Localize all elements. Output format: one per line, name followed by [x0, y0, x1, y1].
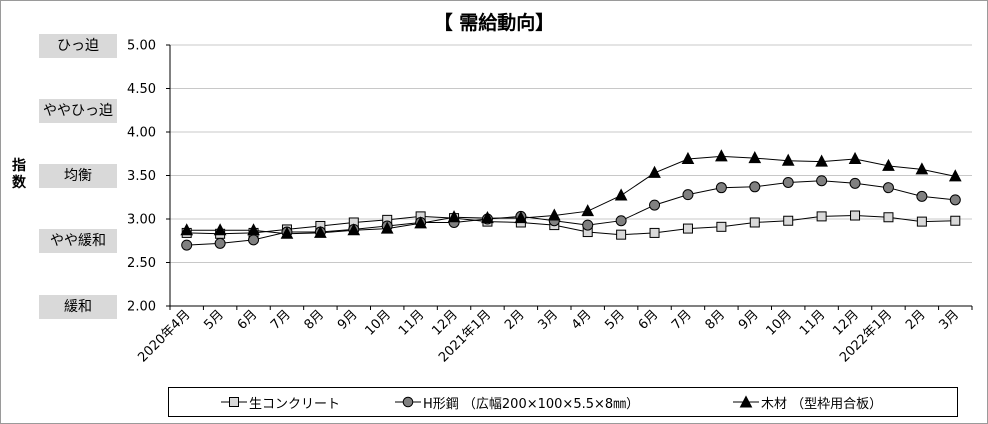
y-tick-label: 2.00: [127, 300, 156, 315]
circle-marker-icon: [395, 396, 421, 408]
level-label-balanced: 均衡: [39, 164, 117, 188]
data-point-triangle: [715, 149, 728, 162]
data-point-circle: [849, 177, 861, 189]
x-tick-label: 2020年4月: [135, 307, 193, 365]
x-tick-label: 5月: [201, 307, 227, 333]
x-tick-label: 10月: [363, 307, 394, 338]
x-tick-label: 6月: [636, 307, 662, 333]
data-point-triangle: [948, 169, 962, 182]
data-point-circle: [181, 239, 193, 251]
data-point-triangle: [614, 188, 628, 201]
y-tick-label: 3.50: [127, 169, 156, 184]
data-point-circle: [949, 194, 961, 206]
data-point-circle: [615, 215, 627, 227]
data-point-square: [783, 215, 794, 226]
data-point-square: [883, 212, 894, 223]
data-point-square: [749, 217, 760, 228]
data-point-circle: [682, 189, 694, 201]
chart-legend: 生コンクリート H形鋼 （広幅200×100×5.5×8㎜） 木材 （型枠用合板…: [168, 387, 958, 417]
y-tick-label: 4.00: [127, 126, 156, 141]
data-point-circle: [749, 181, 761, 193]
data-point-triangle: [414, 216, 427, 229]
y-tick-label: 5.00: [127, 39, 156, 54]
x-tick-label: 2月: [502, 307, 528, 333]
data-point-triangle: [481, 211, 494, 224]
data-point-triangle: [581, 204, 595, 217]
data-point-circle: [214, 237, 226, 249]
data-point-circle: [582, 219, 594, 231]
triangle-marker-icon: [733, 395, 759, 408]
data-point-square: [649, 227, 660, 238]
data-point-triangle: [748, 151, 762, 164]
data-point-circle: [916, 190, 928, 202]
data-point-triangle: [514, 211, 528, 224]
legend-item-h-beam: H形鋼 （広幅200×100×5.5×8㎜）: [395, 388, 639, 416]
legend-label-concrete: 生コンクリート: [249, 396, 341, 412]
data-point-triangle: [848, 151, 862, 164]
level-label-slightly-loose: やや緩和: [39, 229, 117, 253]
data-point-triangle: [347, 223, 361, 236]
data-point-triangle: [915, 162, 929, 175]
square-marker-icon: [221, 397, 247, 407]
level-label-slightly-tight: ややひっ迫: [39, 99, 117, 123]
data-point-square: [616, 229, 627, 240]
x-tick-label: 8月: [703, 307, 729, 333]
data-point-circle: [782, 176, 794, 188]
y-axis-label: 指数: [12, 158, 26, 191]
data-point-triangle: [815, 154, 828, 167]
legend-item-timber: 木材 （型枠用合板）: [733, 388, 882, 416]
data-point-square: [850, 210, 861, 221]
legend-item-concrete: 生コンクリート: [221, 388, 340, 416]
legend-label-timber: 木材 （型枠用合板）: [761, 396, 883, 412]
data-point-square: [916, 216, 927, 227]
series-line-square: [186, 214, 956, 236]
data-point-circle: [248, 234, 260, 246]
x-tick-label: 9月: [736, 307, 762, 333]
data-point-triangle: [180, 223, 194, 236]
data-point-triangle: [247, 223, 260, 236]
data-point-circle: [882, 182, 894, 194]
level-label-loose: 緩和: [39, 295, 117, 319]
x-tick-label: 3月: [535, 307, 561, 333]
data-point-square: [682, 223, 693, 234]
data-point-square: [950, 215, 961, 226]
data-point-triangle: [681, 151, 695, 164]
x-tick-label: 7月: [669, 307, 695, 333]
x-tick-label: 7月: [268, 307, 294, 333]
series-line-triangle: [186, 155, 956, 235]
data-point-triangle: [380, 221, 394, 234]
legend-label-h-beam: H形鋼 （広幅200×100×5.5×8㎜）: [423, 396, 640, 412]
y-tick-label: 3.00: [127, 213, 156, 228]
x-tick-label: 6月: [235, 307, 261, 333]
x-tick-label: 9月: [335, 307, 361, 333]
data-point-triangle: [882, 158, 895, 171]
data-point-circle: [649, 199, 661, 211]
chart-title: 【 需給動向】: [433, 12, 555, 34]
data-point-triangle: [280, 226, 294, 239]
data-point-circle: [816, 175, 828, 187]
x-tick-label: 5月: [602, 307, 628, 333]
data-point-triangle: [781, 153, 795, 166]
x-tick-label: 3月: [936, 307, 962, 333]
x-tick-label: 8月: [302, 307, 328, 333]
y-tick-label: 2.50: [127, 256, 156, 271]
data-point-triangle: [314, 225, 327, 238]
x-tick-label: 2月: [903, 307, 929, 333]
data-point-square: [716, 221, 727, 232]
data-point-square: [816, 211, 827, 222]
y-tick-label: 4.50: [127, 82, 156, 97]
data-point-triangle: [213, 223, 227, 236]
data-point-triangle: [648, 165, 661, 178]
data-point-circle: [715, 182, 727, 194]
x-tick-label: 10月: [764, 307, 795, 338]
x-tick-label: 11月: [797, 307, 828, 338]
series-line-circle: [186, 180, 956, 246]
x-tick-label: 11月: [396, 307, 427, 338]
data-point-triangle: [447, 210, 461, 223]
level-label-tight: ひっ迫: [39, 34, 117, 58]
x-tick-label: 4月: [569, 307, 595, 333]
data-point-triangle: [547, 208, 561, 221]
